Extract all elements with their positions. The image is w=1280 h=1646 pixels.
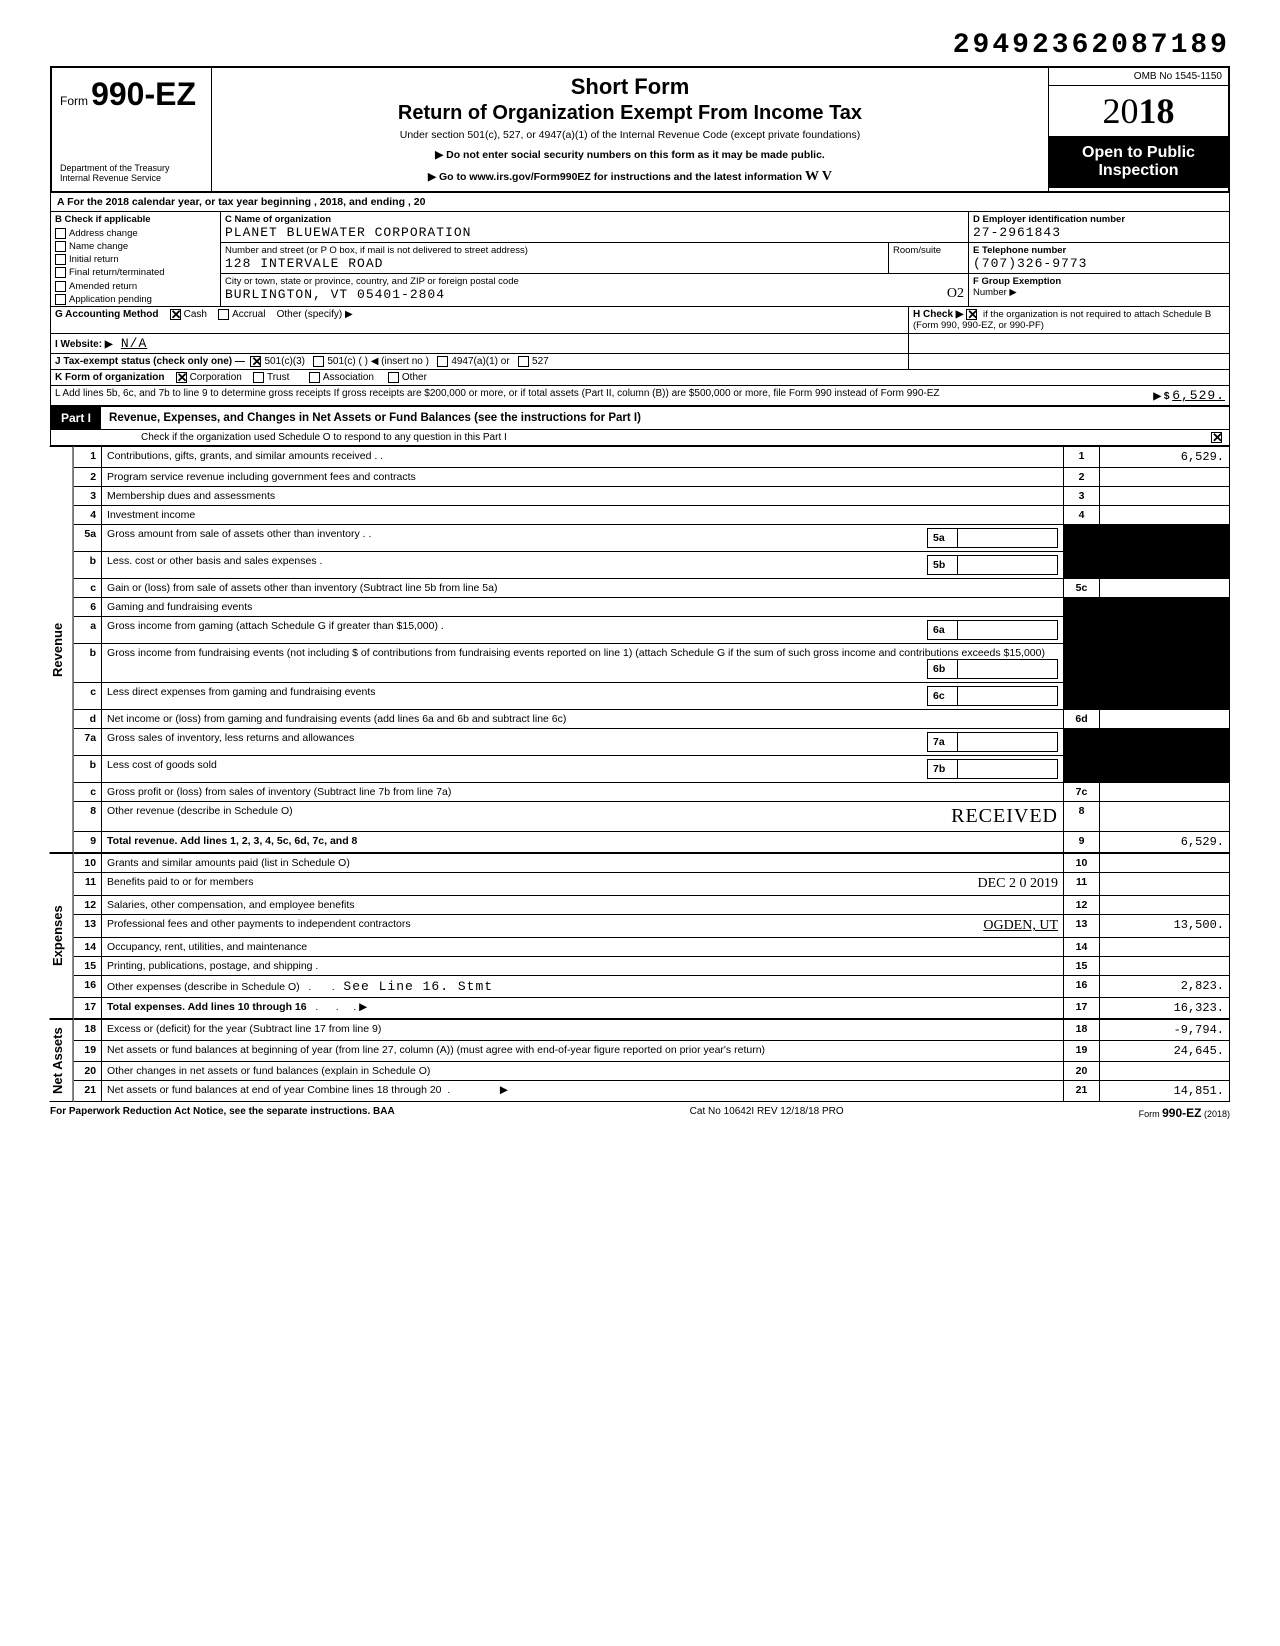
e-label: E Telephone number (973, 245, 1225, 256)
org-name: PLANET BLUEWATER CORPORATION (225, 225, 964, 240)
dept-treasury: Department of the Treasury (60, 163, 203, 173)
ein: 27-2961843 (973, 225, 1225, 240)
chk-accrual[interactable] (218, 309, 229, 320)
chk-schedule-o[interactable] (1211, 432, 1222, 443)
chk-501c[interactable] (313, 356, 324, 367)
chk-assoc[interactable] (309, 372, 320, 383)
chk-trust[interactable] (253, 372, 264, 383)
j-label: J Tax-exempt status (check only one) — (55, 356, 245, 367)
part1-title: Revenue, Expenses, and Changes in Net As… (101, 408, 1229, 428)
chk-amended[interactable] (55, 281, 66, 292)
room-suite: Room/suite (888, 243, 968, 273)
received-date: DEC 2 0 2019 (978, 876, 1059, 892)
chk-4947[interactable] (437, 356, 448, 367)
chk-527[interactable] (518, 356, 529, 367)
footer-mid: Cat No 10642I REV 12/18/18 PRO (690, 1106, 844, 1120)
dept-irs: Internal Revenue Service (60, 173, 203, 183)
g-other: Other (specify) ▶ (277, 309, 353, 320)
chk-501c3[interactable] (250, 356, 261, 367)
g-label: G Accounting Method (55, 309, 159, 320)
part1-check-text: Check if the organization used Schedule … (141, 432, 507, 443)
part1-label: Part I (51, 407, 101, 429)
org-city: BURLINGTON, VT 05401-2804 (225, 287, 519, 302)
revenue-table: 1Contributions, gifts, grants, and simil… (74, 446, 1230, 853)
page-footer: For Paperwork Reduction Act Notice, see … (50, 1106, 1230, 1120)
website: N/A (121, 336, 147, 351)
form-number: 990-EZ (91, 76, 196, 112)
chk-app-pending[interactable] (55, 294, 66, 305)
footer-right: Form 990-EZ (2018) (1139, 1106, 1230, 1120)
h-label: H Check ▶ (913, 309, 963, 320)
chk-corp[interactable] (176, 372, 187, 383)
chk-other-org[interactable] (388, 372, 399, 383)
form-url: ▶ Go to www.irs.gov/Form990EZ for instru… (224, 169, 1036, 185)
form-prefix: Form (60, 94, 88, 108)
expenses-table: 10Grants and similar amounts paid (list … (74, 853, 1230, 1019)
f-label: F Group Exemption (973, 276, 1225, 287)
b-label: B Check if applicable (51, 212, 220, 227)
org-address: 128 INTERVALE ROAD (225, 256, 884, 271)
footer-left: For Paperwork Reduction Act Notice, see … (50, 1106, 395, 1120)
document-id: 29492362087189 (953, 30, 1230, 61)
l-amount: 6,529. (1172, 388, 1225, 403)
form-title-main: Return of Organization Exempt From Incom… (224, 102, 1036, 125)
calendar-year-row: A For the 2018 calendar year, or tax yea… (50, 193, 1230, 212)
received-stamp: RECEIVED (951, 805, 1058, 828)
form-subtitle-section: Under section 501(c), 527, or 4947(a)(1)… (224, 129, 1036, 141)
form-title-short: Short Form (224, 74, 1036, 100)
handwritten-o2: O2 (947, 286, 964, 302)
side-expenses: Expenses (50, 853, 74, 1019)
line16-note: See Line 16. Stmt (343, 979, 493, 994)
l-text: L Add lines 5b, 6c, and 7b to line 9 to … (55, 388, 940, 399)
chk-cash[interactable] (170, 309, 181, 320)
f-number: Number ▶ (973, 287, 1225, 298)
city-label: City or town, state or province, country… (225, 276, 519, 287)
chk-initial-return[interactable] (55, 254, 66, 265)
open-to-public: Open to Public Inspection (1049, 136, 1228, 188)
phone: (707)326-9773 (973, 256, 1225, 271)
k-label: K Form of organization (55, 372, 164, 383)
omb-number: OMB No 1545-1150 (1049, 68, 1228, 86)
i-label: I Website: ▶ (55, 339, 113, 350)
addr-label: Number and street (or P O box, if mail i… (225, 245, 884, 256)
d-label: D Employer identification number (973, 214, 1225, 225)
chk-sched-b[interactable] (966, 309, 977, 320)
netassets-table: 18Excess or (deficit) for the year (Subt… (74, 1019, 1230, 1102)
form-warning-ssn: ▶ Do not enter social security numbers o… (224, 149, 1036, 161)
side-netassets: Net Assets (50, 1019, 74, 1102)
chk-address-change[interactable] (55, 228, 66, 239)
chk-final-return[interactable] (55, 267, 66, 278)
l-arrow: ▶ $ (1153, 391, 1169, 402)
chk-name-change[interactable] (55, 241, 66, 252)
tax-year: 2018 (1049, 86, 1228, 136)
form-header: Form 990-EZ Department of the Treasury I… (50, 66, 1230, 193)
side-revenue: Revenue (50, 446, 74, 853)
received-loc: OGDEN, UT (983, 918, 1058, 934)
c-label: C Name of organization (225, 214, 964, 225)
